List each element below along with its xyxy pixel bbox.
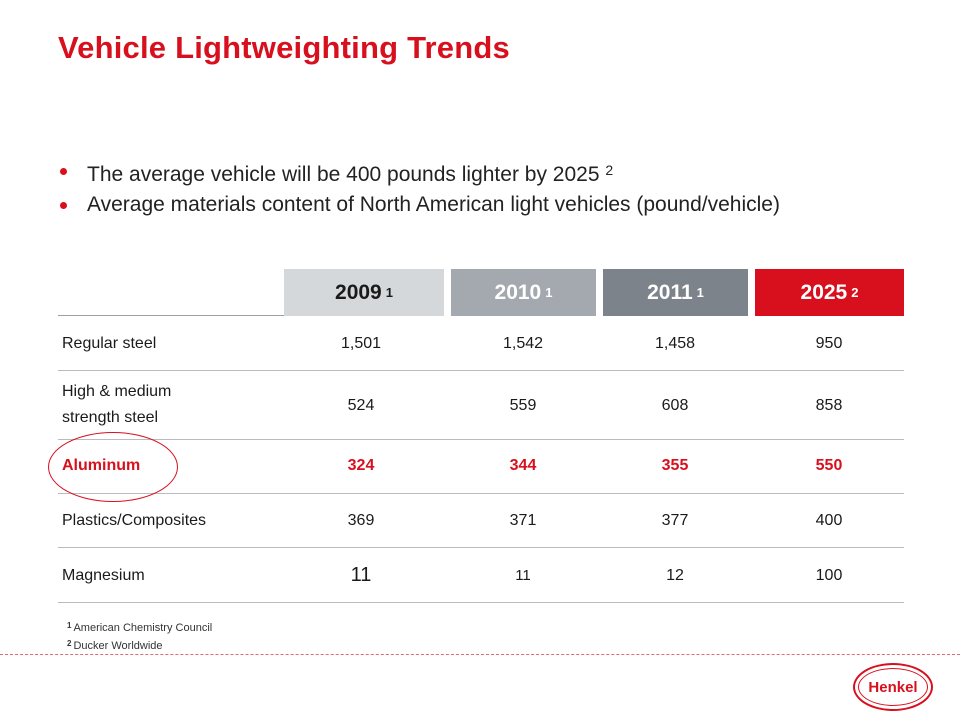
header-ref: 1 bbox=[545, 285, 553, 300]
row-label: Plastics/Composites bbox=[62, 512, 207, 529]
table-cell: 1,542 bbox=[502, 335, 544, 352]
table-cell: 11 bbox=[515, 567, 531, 584]
table-header-row: 2009 1 2010 1 2011 1 2025 2 bbox=[58, 269, 904, 317]
table-cell: 377 bbox=[661, 512, 689, 529]
table-row-highlight: Aluminum 324 344 355 550 bbox=[58, 440, 904, 494]
table-cell: 11 bbox=[350, 564, 372, 586]
header-ref: 1 bbox=[385, 285, 393, 300]
footnote-number: 1 bbox=[67, 621, 72, 630]
table-cell: 524 bbox=[347, 397, 375, 414]
table-cell: 355 bbox=[661, 457, 689, 474]
footnote-item: 1 American Chemistry Council bbox=[67, 618, 212, 636]
table-cell: 1,501 bbox=[340, 335, 382, 352]
footnote-item: 2 Ducker Worldwide bbox=[67, 636, 212, 654]
row-label: Regular steel bbox=[62, 335, 157, 352]
table-cell: 324 bbox=[347, 457, 375, 474]
henkel-logo: Henkel bbox=[853, 663, 933, 711]
bullet-text: Average materials content of North Ameri… bbox=[87, 193, 780, 216]
header-2010: 2010 1 bbox=[451, 269, 596, 316]
header-2011: 2011 1 bbox=[603, 269, 748, 316]
header-year: 2009 bbox=[335, 280, 382, 304]
header-2009: 2009 1 bbox=[284, 269, 444, 316]
table-row: Regular steel 1,501 1,542 1,458 950 bbox=[58, 317, 904, 371]
row-label-line1: High & medium bbox=[62, 383, 172, 400]
header-ref: 2 bbox=[851, 285, 859, 300]
logo-text: Henkel bbox=[868, 678, 918, 696]
bullet-item: Average materials content of North Ameri… bbox=[60, 191, 920, 218]
bullet-text: The average vehicle will be 400 pounds l… bbox=[87, 163, 600, 186]
footnote-text: American Chemistry Council bbox=[73, 622, 213, 634]
bullet-footnote-ref: 2 bbox=[605, 162, 614, 178]
table-row: High & medium strength steel 524 559 608… bbox=[58, 371, 904, 440]
table-cell: 950 bbox=[815, 335, 843, 352]
table-cell: 1,458 bbox=[654, 335, 696, 352]
header-ref: 1 bbox=[696, 285, 704, 300]
footnote-text: Ducker Worldwide bbox=[73, 640, 163, 652]
table-cell: 550 bbox=[815, 457, 843, 474]
row-label: Magnesium bbox=[62, 567, 145, 584]
table-cell: 608 bbox=[661, 397, 689, 414]
materials-table: 2009 1 2010 1 2011 1 2025 2 Regular steel 1,… bbox=[58, 269, 904, 603]
table-cell: 344 bbox=[509, 457, 537, 474]
logo-oval: Henkel bbox=[858, 668, 928, 706]
table-cell: 369 bbox=[347, 512, 375, 529]
header-2025: 2025 2 bbox=[755, 269, 904, 316]
table-cell: 371 bbox=[509, 512, 537, 529]
header-year: 2010 bbox=[494, 280, 542, 304]
header-year: 2025 bbox=[800, 280, 848, 304]
footnotes: 1 American Chemistry Council 2 Ducker Worl… bbox=[67, 618, 212, 654]
highlight-circle bbox=[48, 432, 178, 502]
table-row: Magnesium 11 11 12 100 bbox=[58, 548, 904, 603]
table-cell: 400 bbox=[815, 512, 843, 529]
footnote-number: 2 bbox=[67, 639, 72, 648]
header-divider bbox=[58, 315, 284, 316]
table-cell: 858 bbox=[815, 397, 843, 414]
bullet-list: The average vehicle will be 400 pounds l… bbox=[60, 157, 920, 221]
header-year: 2011 bbox=[647, 280, 693, 304]
table-cell: 100 bbox=[815, 567, 843, 584]
table-row: Plastics/Composites 369 371 377 400 bbox=[58, 494, 904, 548]
bullet-dot-icon bbox=[60, 168, 67, 175]
table-cell: 559 bbox=[509, 397, 537, 414]
row-label-line2: strength steel bbox=[62, 409, 159, 426]
table-cell: 12 bbox=[666, 567, 684, 584]
footer-divider bbox=[0, 654, 960, 655]
page-title: Vehicle Lightweighting Trends bbox=[58, 30, 510, 65]
bullet-item: The average vehicle will be 400 pounds l… bbox=[60, 157, 920, 188]
bullet-dot-icon bbox=[60, 202, 67, 209]
